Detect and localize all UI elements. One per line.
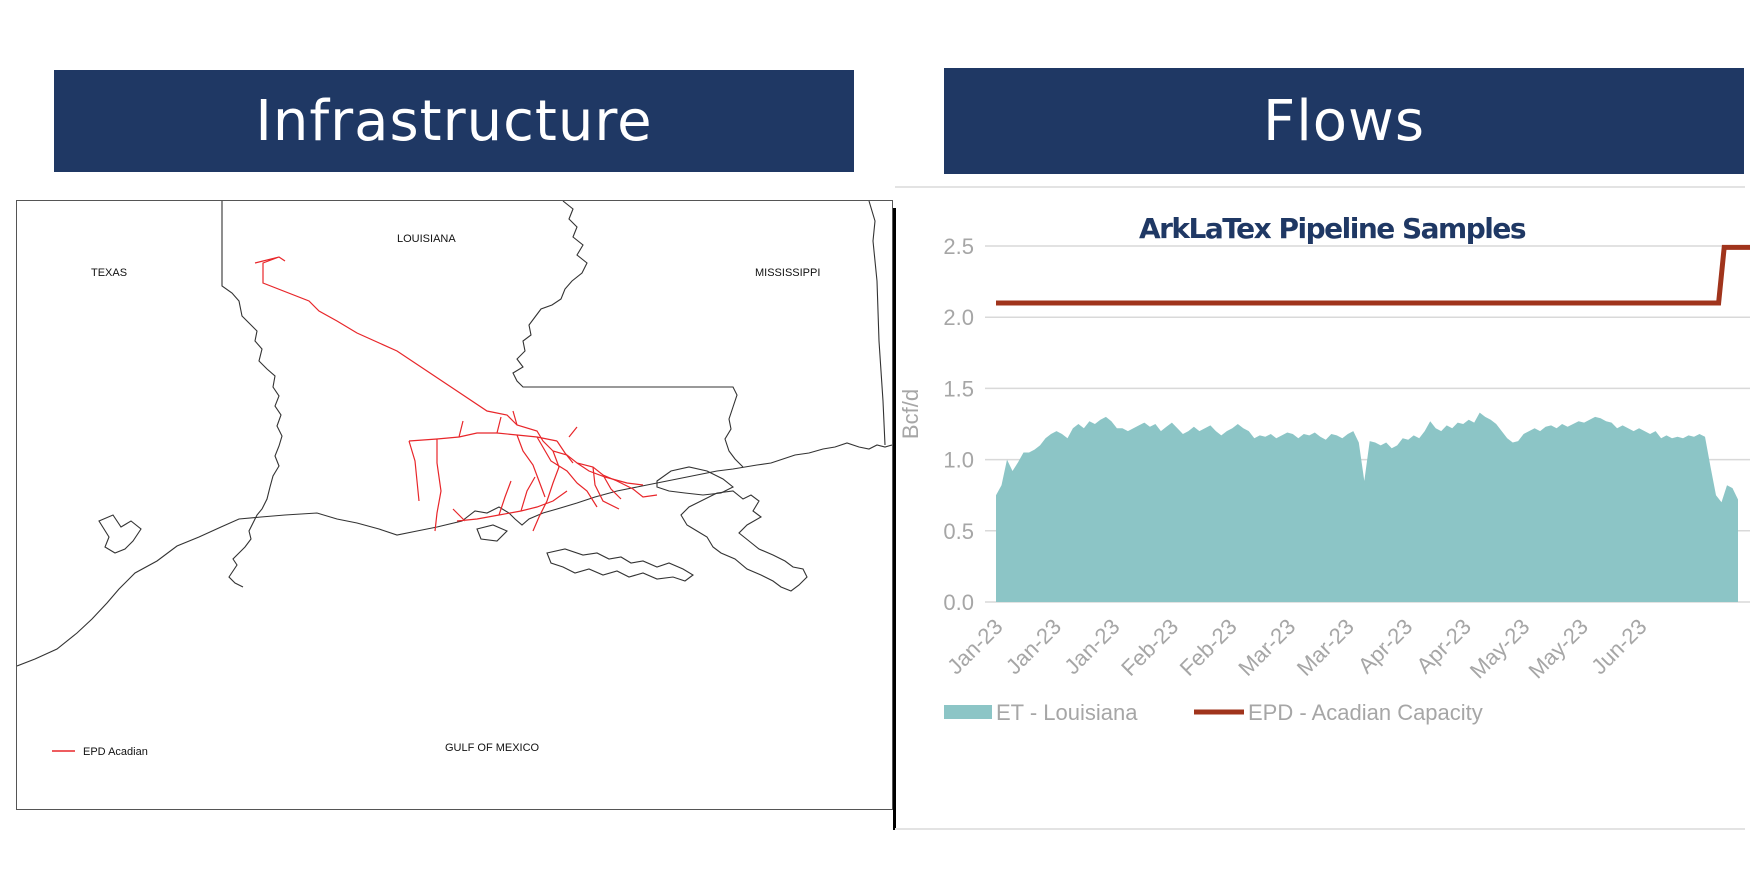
y-axis-label: Bcf/d xyxy=(898,389,923,439)
chart-bottom-rule xyxy=(895,828,1745,830)
mississippi-east-border xyxy=(868,201,886,446)
flows-chart: ArkLaTex Pipeline Samples 0.0 0.5 1.0 1.5 2.… xyxy=(896,190,1750,826)
legend-label-epd-acadian-capacity: EPD - Acadian Capacity xyxy=(1248,700,1483,725)
louisiana-mississippi-border xyxy=(512,201,744,468)
pipeline-branches xyxy=(408,410,644,532)
state-borders xyxy=(17,201,892,667)
flows-title: Flows xyxy=(1262,88,1425,154)
y-tick-label: 0.5 xyxy=(943,519,974,544)
x-tick-label: Mar-23 xyxy=(1233,614,1300,681)
x-tick-labels: Jan-23Jan-23Jan-23Feb-23Feb-23Mar-23Mar-… xyxy=(942,614,1651,684)
panel-divider xyxy=(893,208,896,830)
x-tick-label: Jun-23 xyxy=(1586,614,1651,679)
x-tick-label: Jan-23 xyxy=(942,614,1007,679)
map-legend-label: EPD Acadian xyxy=(83,746,148,758)
map-label-gulf: GULF OF MEXICO xyxy=(445,742,540,754)
y-tick-label: 2.0 xyxy=(943,305,974,330)
x-tick-label: Mar-23 xyxy=(1292,614,1359,681)
pipeline-trunk xyxy=(254,256,658,498)
y-tick-labels: 0.0 0.5 1.0 1.5 2.0 2.5 xyxy=(943,234,974,615)
y-tick-label: 1.0 xyxy=(943,448,974,473)
coastline xyxy=(17,442,892,667)
epd-acadian-pipeline xyxy=(254,256,658,532)
marsh-islands xyxy=(476,524,694,582)
map-svg: TEXAS LOUISIANA MISSISSIPPI GULF OF MEXI… xyxy=(17,201,892,758)
series-layer xyxy=(996,244,1750,602)
texas-louisiana-border xyxy=(221,201,283,588)
chart-title: ArkLaTex Pipeline Samples xyxy=(1139,212,1526,245)
map-label-mississippi: MISSISSIPPI xyxy=(755,267,820,279)
chart-legend: ET - Louisiana EPD - Acadian Capacity xyxy=(944,700,1483,725)
x-tick-label: Jan-23 xyxy=(1059,614,1124,679)
x-tick-label: May-23 xyxy=(1465,614,1535,684)
x-tick-label: Jan-23 xyxy=(1001,614,1066,679)
x-tick-label: Feb-23 xyxy=(1175,614,1242,681)
infrastructure-banner: Infrastructure xyxy=(54,70,854,172)
x-tick-label: May-23 xyxy=(1523,614,1593,684)
series-area-et-louisiana xyxy=(996,412,1738,602)
infrastructure-map: TEXAS LOUISIANA MISSISSIPPI GULF OF MEXI… xyxy=(16,200,893,810)
y-tick-label: 1.5 xyxy=(943,376,974,401)
chart-svg: ArkLaTex Pipeline Samples 0.0 0.5 1.0 1.5 2.… xyxy=(898,212,1750,725)
texas-bay xyxy=(98,514,142,554)
map-label-louisiana: LOUISIANA xyxy=(397,233,456,245)
river-delta xyxy=(680,490,808,592)
y-tick-label: 0.0 xyxy=(943,590,974,615)
x-tick-label: Feb-23 xyxy=(1116,614,1183,681)
map-label-texas: TEXAS xyxy=(91,267,127,279)
x-tick-label: Apr-23 xyxy=(1412,614,1476,678)
infrastructure-title: Infrastructure xyxy=(255,88,653,154)
lake xyxy=(656,466,735,496)
y-tick-label: 2.5 xyxy=(943,234,974,259)
legend-swatch-et-louisiana xyxy=(944,705,992,719)
chart-top-rule xyxy=(895,186,1745,188)
legend-label-et-louisiana: ET - Louisiana xyxy=(996,700,1138,725)
series-line-epd-acadian-capacity xyxy=(996,244,1750,306)
x-tick-label: Apr-23 xyxy=(1353,614,1417,678)
flows-banner: Flows xyxy=(944,68,1744,174)
